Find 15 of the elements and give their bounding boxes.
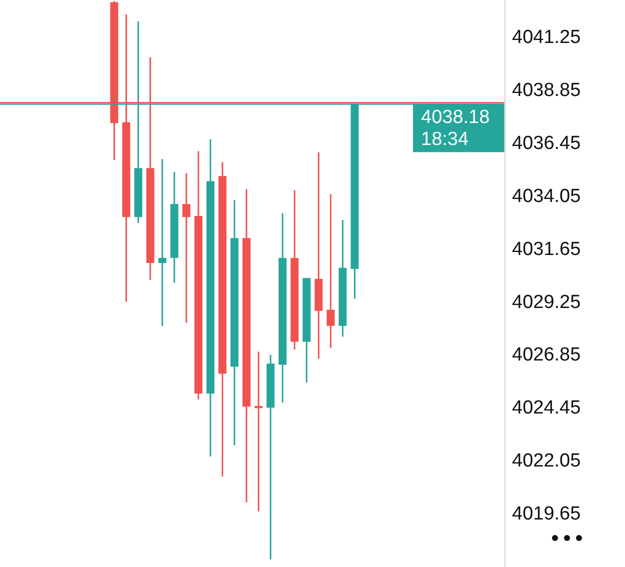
ref-line-label: 4038.18 18:34 [421, 107, 490, 150]
y-tick-label: 4041.25 [512, 27, 581, 48]
candlestick [158, 158, 166, 327]
y-tick-label: 4038.85 [512, 80, 581, 101]
candlestick [254, 350, 263, 512]
y-tick-label: 4036.45 [512, 132, 581, 154]
y-tick-label: 4019.65 [512, 504, 581, 525]
candlestick [326, 193, 335, 348]
y-tick-label: 4034.05 [512, 186, 581, 207]
y-tick-label: 4029.25 [512, 292, 581, 313]
y-tick-label: 4024.45 [512, 398, 581, 419]
y-tick-label: 4026.85 [512, 344, 581, 366]
y-tick-label: 4022.05 [512, 450, 581, 472]
candlestick [182, 172, 190, 324]
y-tick-label: 4031.65 [512, 238, 581, 260]
